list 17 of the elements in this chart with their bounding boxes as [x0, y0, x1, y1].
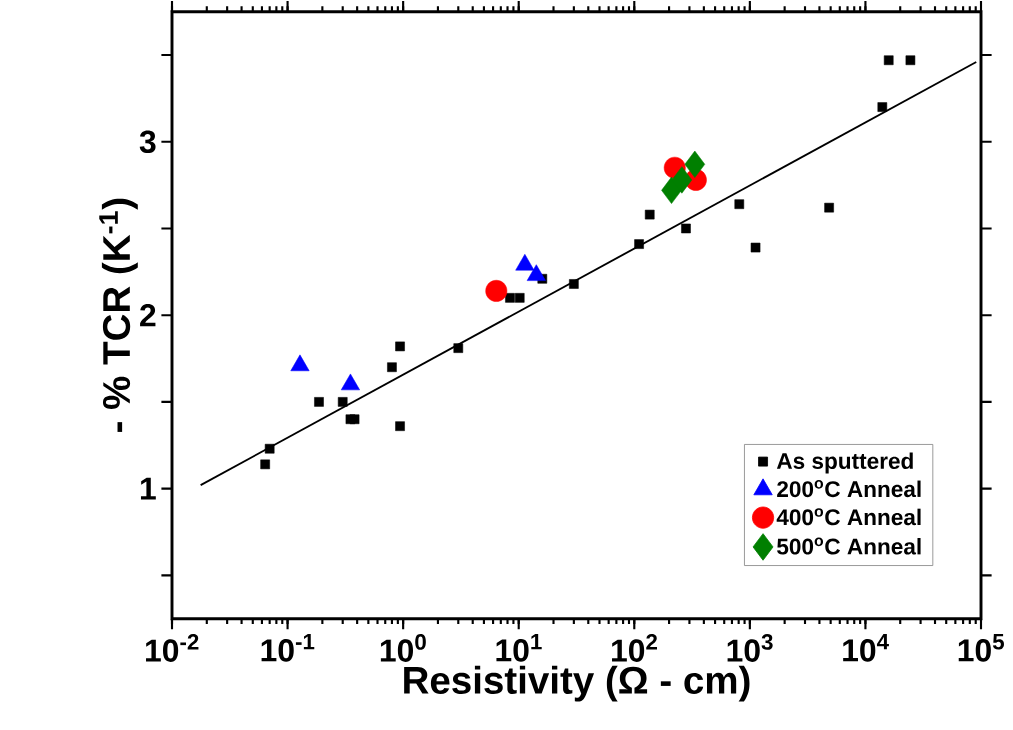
- y-axis-title: - % TCR (K$^{-1}$): [99, 199, 138, 433]
- legend-label: 400$^{o}$C Anneal: [776, 508, 921, 526]
- y-tick-label: 2: [140, 304, 156, 327]
- x-tick-label: 10$^{-2}$: [146, 634, 199, 663]
- legend-label: 200$^{o}$C Anneal: [777, 480, 921, 498]
- x-tick-label: 10$^{2}$: [612, 634, 657, 663]
- x-tick-label: 10$^{-1}$: [261, 634, 315, 662]
- x-axis-title: Resistivity (Ω - cm): [404, 665, 750, 702]
- x-tick-label: 10$^{1}$: [496, 634, 542, 662]
- legend-label: 500$^{o}$C Anneal: [777, 537, 921, 555]
- x-tick-label: 10$^{4}$: [843, 634, 889, 662]
- x-tick-label: 10$^{3}$: [727, 634, 773, 663]
- x-tick-label: 10$^{0}$: [380, 634, 426, 663]
- legend-label: As sputtered: [776, 452, 913, 474]
- x-tick-label: 10$^{5}$: [958, 634, 1004, 662]
- y-tick-label: 1: [140, 477, 156, 500]
- y-tick-label: 3: [139, 130, 156, 154]
